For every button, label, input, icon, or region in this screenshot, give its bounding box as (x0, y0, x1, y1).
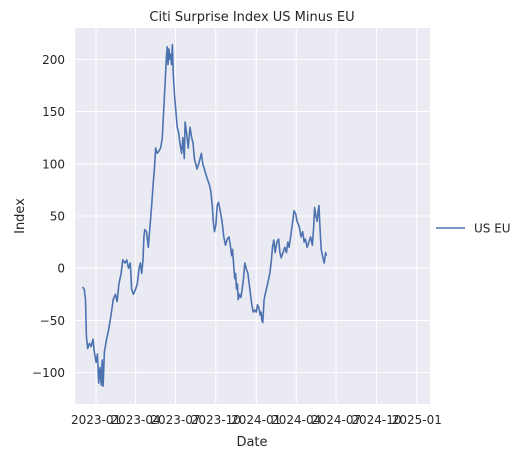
x-tick-label: 2025-01 (392, 413, 442, 427)
x-tick-labels: 2023-012023-042023-072023-102024-012024-… (71, 413, 442, 427)
x-tick-label: 2023-04 (110, 413, 160, 427)
x-tick-label: 2024-10 (351, 413, 401, 427)
x-tick-label: 2023-10 (191, 413, 241, 427)
chart-title: Citi Surprise Index US Minus EU (149, 10, 354, 25)
x-tick-label: 2024-04 (271, 413, 321, 427)
y-tick-label: −50 (40, 314, 65, 328)
y-axis-label: Index (13, 198, 28, 234)
y-tick-label: 0 (57, 262, 65, 276)
x-tick-label: 2023-07 (150, 413, 200, 427)
x-tick-label: 2024-07 (311, 413, 361, 427)
y-tick-label: 200 (42, 53, 65, 67)
legend-label-us-eu: US EU (474, 222, 511, 236)
series-lines (81, 43, 328, 387)
x-tick-label: 2023-01 (71, 413, 121, 427)
legend: US EU (436, 222, 511, 236)
x-tick-label: 2024-01 (231, 413, 281, 427)
x-axis-label: Date (236, 435, 267, 450)
y-tick-label: 150 (42, 105, 65, 119)
series-line-us-eu (81, 43, 328, 387)
y-tick-label: −100 (32, 366, 65, 380)
y-tick-labels: −100 −50 0 50 100 150 200 (32, 53, 65, 380)
y-tick-label: 50 (50, 210, 65, 224)
y-tick-label: 100 (42, 157, 65, 171)
